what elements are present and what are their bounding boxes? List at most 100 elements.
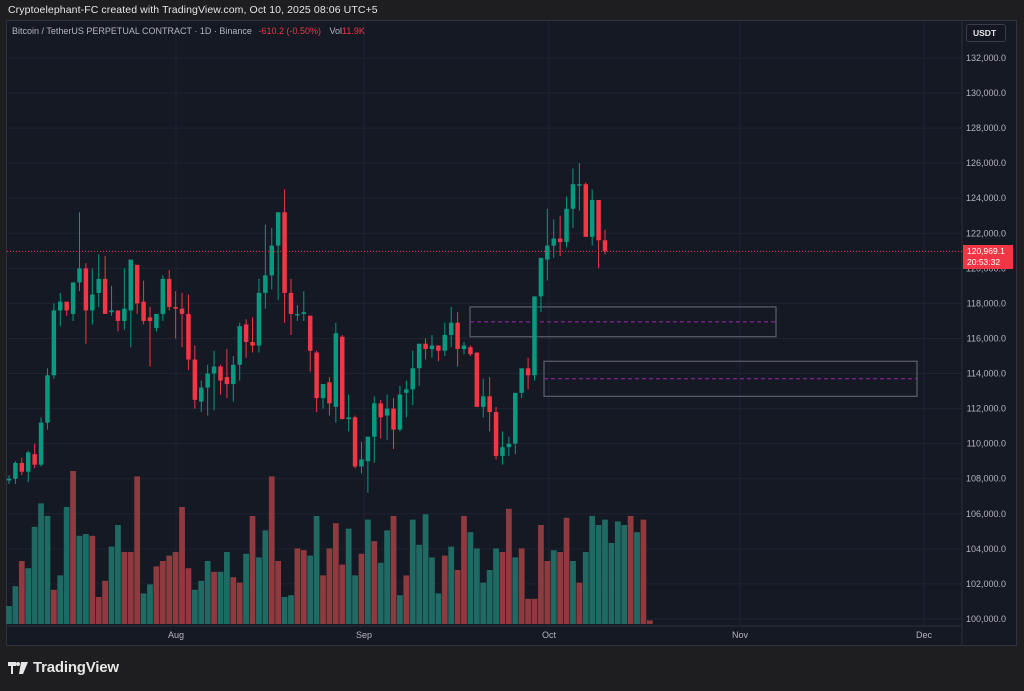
candle-body — [583, 184, 589, 237]
volume-bar — [217, 571, 224, 624]
candle-body — [13, 462, 18, 479]
volume-bar — [243, 553, 250, 624]
volume-bar — [198, 580, 205, 624]
candle-body — [6, 478, 12, 481]
y-tick-label: 130,000.0 — [966, 88, 1006, 98]
volume-bar — [364, 519, 371, 624]
volume-bar — [83, 534, 89, 624]
candle-body — [500, 447, 505, 456]
volume-bar — [345, 528, 352, 624]
candle-body — [384, 408, 390, 416]
volume-value: 11.9K — [342, 26, 365, 36]
volume-bar — [493, 548, 499, 624]
volume-bar — [294, 548, 301, 624]
volume-bar — [358, 553, 365, 624]
volume-bar — [12, 586, 19, 624]
candle-body — [333, 333, 339, 407]
volume-bar — [608, 543, 615, 624]
candle-body — [551, 238, 556, 246]
volume-bar — [461, 516, 467, 624]
candle-body — [243, 324, 249, 342]
y-tick-label: 102,000.0 — [966, 579, 1006, 589]
volume-bar — [640, 519, 647, 624]
y-tick-label: 104,000.0 — [966, 544, 1006, 554]
volume-bar — [480, 582, 487, 624]
candle-body — [461, 345, 467, 349]
candle-body — [58, 301, 63, 311]
volume-bar — [50, 589, 57, 624]
brand-name: TradingView — [33, 659, 119, 676]
candle-body — [166, 278, 172, 307]
volume-bar — [25, 568, 32, 624]
candle-body — [314, 352, 319, 399]
candle-body — [346, 417, 351, 420]
volume-bar — [589, 516, 596, 624]
volume-bar — [191, 589, 198, 624]
volume-bar — [307, 555, 314, 624]
volume-bar — [621, 525, 628, 624]
candle-body — [218, 366, 223, 381]
chart-caption: Cryptoelephant-FC created with TradingVi… — [8, 4, 378, 16]
volume-bar — [595, 525, 602, 624]
y-tick-label: 116,000.0 — [967, 333, 1006, 343]
tradingview-logo[interactable]: TradingView — [8, 659, 119, 676]
last-price-tag: 120,969.1 20:53:32 — [963, 245, 1013, 269]
candle-body — [564, 208, 569, 243]
tradingview-logo-icon — [8, 661, 28, 674]
volume-bar — [224, 552, 230, 624]
volume-bar — [6, 606, 12, 624]
symbol-title[interactable]: Bitcoin / TetherUS PERPETUAL CONTRACT · … — [12, 26, 252, 36]
candle-body — [487, 396, 492, 413]
currency-button[interactable]: USDT — [966, 24, 1006, 42]
y-tick-label: 128,000.0 — [966, 123, 1006, 133]
volume-bar — [614, 521, 621, 624]
candle-body — [519, 368, 524, 393]
y-tick-label: 122,000.0 — [966, 228, 1006, 238]
volume-bar — [159, 561, 166, 624]
candle-body — [275, 212, 281, 246]
volume-bar — [473, 548, 480, 624]
y-tick-label: 106,000.0 — [966, 509, 1006, 519]
candle-body — [160, 278, 166, 314]
volume-bar — [134, 476, 141, 624]
volume-bar — [416, 544, 423, 624]
x-tick-label: Oct — [542, 630, 557, 640]
volume-bar — [505, 508, 512, 624]
candle-body — [141, 301, 146, 321]
volume-bar — [281, 597, 288, 624]
volume-bar — [140, 593, 147, 624]
candle-body — [83, 268, 89, 311]
volume-bar — [18, 561, 25, 624]
volume-bar — [300, 550, 307, 624]
volume-bar — [70, 471, 76, 624]
candle-body — [506, 443, 512, 448]
volume-bar — [570, 561, 576, 624]
candle-body — [493, 412, 499, 456]
volume-bar — [185, 568, 192, 624]
volume-bar — [127, 552, 134, 624]
volume-bar — [153, 566, 160, 624]
candle-body — [429, 345, 435, 349]
candle-body — [179, 308, 185, 314]
y-tick-label: 114,000.0 — [967, 369, 1006, 379]
candle-body — [577, 184, 582, 186]
candle-body — [70, 282, 76, 314]
y-tick-label: 112,000.0 — [967, 404, 1006, 414]
candle-body — [192, 359, 198, 400]
volume-bar — [390, 516, 397, 624]
volume-bar — [499, 552, 506, 624]
x-tick-label: Nov — [732, 630, 749, 640]
candle-body — [147, 317, 153, 321]
volume-bar — [179, 507, 185, 624]
candle-body — [128, 259, 134, 311]
candle-body — [602, 240, 608, 252]
candle-body — [596, 199, 601, 241]
candle-body — [436, 345, 441, 351]
y-tick-label: 132,000.0 — [966, 53, 1006, 63]
candle-body — [77, 268, 82, 283]
candle-body — [25, 452, 31, 472]
candle-body — [256, 292, 262, 346]
volume-bar — [441, 555, 448, 624]
x-tick-label: Aug — [168, 630, 184, 640]
